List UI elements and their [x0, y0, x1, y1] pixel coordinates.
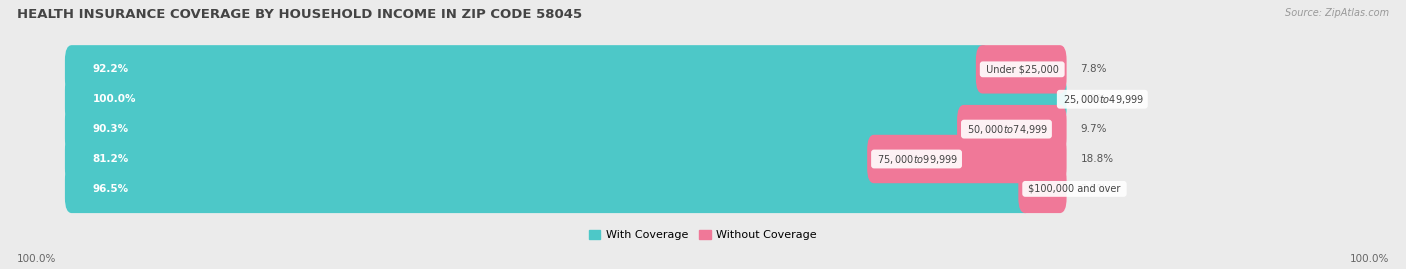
FancyBboxPatch shape [65, 45, 1067, 94]
Text: 3.5%: 3.5% [1080, 184, 1107, 194]
Text: 18.8%: 18.8% [1080, 154, 1114, 164]
Text: HEALTH INSURANCE COVERAGE BY HOUSEHOLD INCOME IN ZIP CODE 58045: HEALTH INSURANCE COVERAGE BY HOUSEHOLD I… [17, 8, 582, 21]
FancyBboxPatch shape [65, 75, 1067, 123]
Text: 0.0%: 0.0% [1080, 94, 1107, 104]
FancyBboxPatch shape [65, 165, 1067, 213]
Text: 7.8%: 7.8% [1080, 64, 1107, 74]
Text: $50,000 to $74,999: $50,000 to $74,999 [965, 123, 1049, 136]
FancyBboxPatch shape [65, 135, 882, 183]
Text: Source: ZipAtlas.com: Source: ZipAtlas.com [1285, 8, 1389, 18]
Text: $100,000 and over: $100,000 and over [1025, 184, 1123, 194]
Text: 90.3%: 90.3% [93, 124, 128, 134]
Text: 100.0%: 100.0% [93, 94, 136, 104]
FancyBboxPatch shape [65, 135, 1067, 183]
Text: 96.5%: 96.5% [93, 184, 128, 194]
FancyBboxPatch shape [65, 105, 970, 153]
Text: 92.2%: 92.2% [93, 64, 128, 74]
Text: 100.0%: 100.0% [17, 254, 56, 264]
Legend: With Coverage, Without Coverage: With Coverage, Without Coverage [585, 226, 821, 245]
Text: $75,000 to $99,999: $75,000 to $99,999 [875, 153, 959, 165]
FancyBboxPatch shape [1018, 165, 1067, 213]
Text: $25,000 to $49,999: $25,000 to $49,999 [1060, 93, 1144, 106]
FancyBboxPatch shape [65, 165, 1032, 213]
Text: Under $25,000: Under $25,000 [983, 64, 1062, 74]
FancyBboxPatch shape [65, 45, 990, 94]
FancyBboxPatch shape [976, 45, 1067, 94]
FancyBboxPatch shape [65, 105, 1067, 153]
FancyBboxPatch shape [65, 75, 1067, 123]
Text: 9.7%: 9.7% [1080, 124, 1107, 134]
Text: 81.2%: 81.2% [93, 154, 128, 164]
FancyBboxPatch shape [957, 105, 1067, 153]
Text: 100.0%: 100.0% [1350, 254, 1389, 264]
FancyBboxPatch shape [868, 135, 1067, 183]
